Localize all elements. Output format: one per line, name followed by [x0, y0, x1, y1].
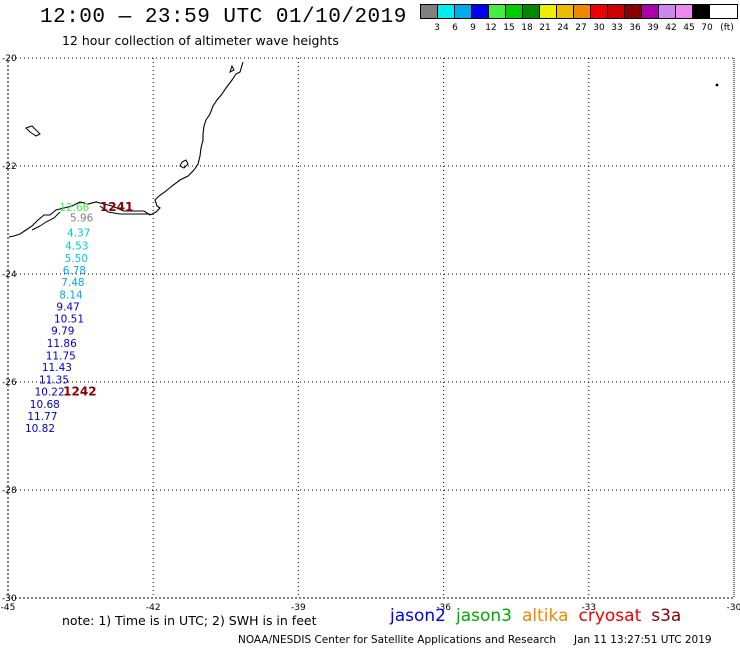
coastline-bay-path: [31, 205, 150, 231]
satellite-jason2: jason2: [390, 606, 446, 626]
satellite-cryosat: cryosat: [578, 606, 642, 626]
wave-height-label: 11.77: [27, 411, 57, 423]
chart-title: 12:00 — 23:59 UTC 01/10/2019: [40, 6, 407, 29]
island-dot: [715, 83, 719, 87]
x-tick-label: -30: [727, 603, 740, 613]
color-swatch: [472, 5, 489, 18]
color-scale-label: 42: [665, 23, 677, 33]
color-swatch: [676, 5, 693, 18]
map-frame: [7, 57, 735, 599]
credit-text: NOAA/NESDIS Center for Satellite Applica…: [238, 634, 556, 646]
x-tick-label: -39: [291, 603, 306, 613]
footer-credit: NOAA/NESDIS Center for Satellite Applica…: [238, 634, 712, 646]
color-swatch: [574, 5, 591, 18]
island-path: [229, 64, 235, 73]
color-scale-label: 45: [683, 23, 695, 33]
color-swatch: [523, 5, 540, 18]
wave-height-label: 10.51: [54, 314, 84, 326]
color-swatch: [506, 5, 523, 18]
color-scale-label: 21: [539, 23, 551, 33]
footer-note: note: 1) Time is in UTC; 2) SWH is in fe…: [62, 613, 317, 628]
color-scale-labels: 3 6 9 12 15 18 21 24 27 30 33 36 39 42 45 70 (ft): [428, 23, 738, 33]
color-scale-label: 9: [470, 23, 476, 33]
color-scale-label: 12: [485, 23, 497, 33]
color-scale-label: 36: [629, 23, 641, 33]
wave-height-label: 11.86: [47, 338, 77, 350]
y-tick-label: -24: [2, 270, 17, 280]
color-swatch: [540, 5, 557, 18]
color-swatch: [625, 5, 642, 18]
color-swatch: [693, 5, 710, 18]
satellite-jason3: jason3: [456, 606, 512, 626]
map-axis-ticks: -45 -42 -39 -36 -33 -30 -20 -22 -24 -26 -28 -30: [1, 54, 740, 613]
color-swatch: [608, 5, 625, 18]
island-path: [25, 125, 41, 137]
color-swatch: [438, 5, 455, 18]
island-path: [179, 159, 189, 169]
color-scale-label: 6: [452, 23, 458, 33]
color-swatch: [659, 5, 676, 18]
wave-height-observations: 12.665.964.374.535.506.787.488.149.4710.…: [25, 202, 94, 435]
pass-time-label: 1241: [100, 200, 133, 214]
x-tick-label: -42: [146, 603, 161, 613]
color-scale-swatches: [420, 4, 738, 19]
color-scale-label: 39: [647, 23, 659, 33]
satellite-altika: altika: [522, 606, 569, 626]
wave-height-label: 10.68: [30, 399, 60, 411]
wave-height-label: 8.14: [59, 289, 83, 301]
color-swatch: [421, 5, 438, 18]
wave-height-label: 10.22: [35, 387, 65, 399]
wave-height-label: 11.43: [42, 362, 72, 374]
wave-height-label: 4.53: [65, 241, 88, 253]
color-scale-unit: (ft): [720, 23, 734, 33]
color-swatch: [642, 5, 659, 18]
pass-time-labels: 1241 1242: [63, 200, 133, 399]
y-tick-label: -26: [2, 378, 17, 388]
wave-height-label: 4.37: [67, 228, 90, 240]
wave-height-label: 11.75: [46, 350, 76, 362]
coastline-path: [8, 61, 244, 238]
wave-height-label: 9.79: [51, 325, 74, 337]
wave-height-label: 5.50: [65, 253, 88, 265]
wave-height-label: 5.96: [70, 213, 94, 225]
color-swatch: [455, 5, 472, 18]
color-scale-label: 18: [521, 23, 533, 33]
satellite-s3a: s3a: [651, 606, 682, 626]
y-tick-label: -30: [2, 594, 17, 604]
satellite-legend: jason2 jason3 altika cryosat s3a: [390, 606, 691, 626]
pass-time-label: 1242: [63, 385, 96, 399]
wave-height-label: 10.82: [25, 423, 55, 435]
wave-height-label: 6.78: [63, 265, 86, 277]
wave-height-label: 12.66: [59, 202, 89, 214]
coastline: [8, 61, 719, 238]
generated-timestamp: Jan 11 13:27:51 UTC 2019: [574, 634, 712, 646]
y-tick-label: -22: [2, 162, 17, 172]
color-scale-label: 70: [701, 23, 713, 33]
color-scale-label: 3: [434, 23, 440, 33]
wave-height-label: 7.48: [61, 277, 84, 289]
color-scale-label: 30: [593, 23, 605, 33]
color-swatch: [591, 5, 608, 18]
color-scale-label: 33: [611, 23, 623, 33]
color-scale-legend: 3 6 9 12 15 18 21 24 27 30 33 36 39 42 45 70 (ft): [420, 4, 738, 33]
wave-height-label: 9.47: [56, 302, 79, 314]
color-swatch: [489, 5, 506, 18]
color-scale-label: 27: [575, 23, 587, 33]
chart-subtitle: 12 hour collection of altimeter wave hei…: [62, 33, 339, 48]
color-scale-label: 15: [503, 23, 515, 33]
x-tick-label: -33: [581, 603, 596, 613]
color-scale-label: 24: [557, 23, 569, 33]
x-tick-label: -45: [1, 603, 16, 613]
map-grid: [7, 57, 735, 599]
y-tick-label: -28: [2, 486, 17, 496]
y-tick-label: -20: [2, 54, 17, 64]
x-tick-label: -36: [436, 603, 451, 613]
wave-height-label: 11.35: [39, 375, 69, 387]
color-swatch: [557, 5, 574, 18]
